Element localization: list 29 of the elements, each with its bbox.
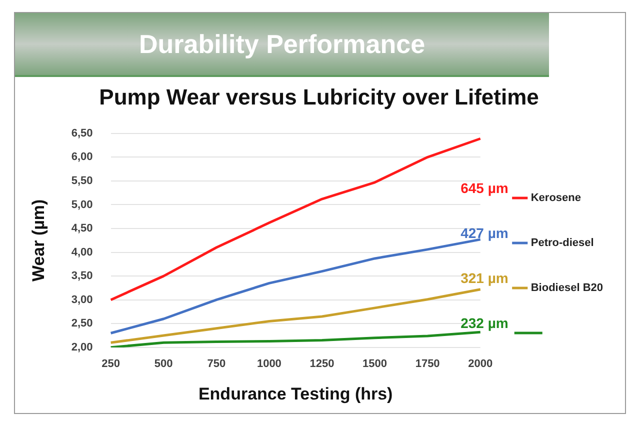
y-tick-label: 4,50 bbox=[71, 222, 93, 235]
chart-title: Durability Performance bbox=[138, 28, 426, 60]
y-tick-label: 3,50 bbox=[71, 270, 93, 282]
legend-label: Petro-diesel bbox=[530, 237, 594, 250]
chart-subtitle: Pump Wear versus Lubricity over Lifetime bbox=[99, 84, 539, 110]
legend-label: Biodiesel B20 bbox=[530, 282, 603, 294]
y-tick-label: 5,50 bbox=[71, 174, 93, 187]
legend-label: Kerosene bbox=[530, 192, 581, 204]
x-tick-label: 750 bbox=[207, 358, 226, 370]
y-tick-label: 3,00 bbox=[71, 294, 93, 306]
x-tick-label: 1750 bbox=[415, 358, 440, 370]
x-axis-title: Endurance Testing (hrs) bbox=[198, 384, 393, 404]
y-tick-label: 2,50 bbox=[71, 318, 93, 330]
annotation: 645 µm bbox=[460, 180, 508, 196]
y-tick-label: 6,50 bbox=[71, 127, 93, 140]
y-tick-label: 2,00 bbox=[71, 341, 93, 354]
y-tick-label: 4,00 bbox=[71, 246, 93, 258]
y-axis-title: Wear (µm) bbox=[28, 199, 48, 282]
x-tick-label: 1500 bbox=[362, 358, 388, 370]
annotation: 232 µm bbox=[460, 314, 508, 331]
x-tick-label: 2000 bbox=[468, 358, 493, 370]
annotation: 321 µm bbox=[460, 270, 508, 286]
y-tick-label: 6,00 bbox=[71, 151, 93, 164]
x-tick-label: 1250 bbox=[310, 358, 334, 370]
x-tick-label: 1000 bbox=[256, 358, 282, 370]
y-tick-label: 5,00 bbox=[71, 198, 93, 211]
x-tick-label: 500 bbox=[154, 358, 173, 370]
annotation: 427 µm bbox=[460, 224, 508, 241]
x-tick-label: 250 bbox=[102, 358, 120, 370]
